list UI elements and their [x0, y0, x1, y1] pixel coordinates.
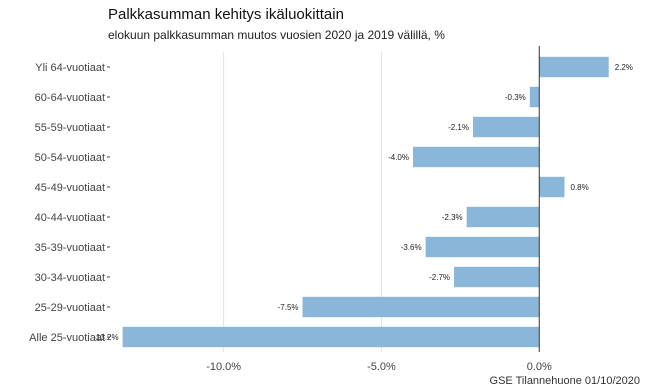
y-tick-label: Yli 64-vuotiaat: [35, 62, 105, 74]
x-tick-label: -5.0%: [367, 361, 396, 373]
y-tick-label: Alle 25-vuotiaat: [29, 332, 105, 344]
data-label: -13.2%: [93, 333, 118, 342]
x-tick-label: -10.0%: [206, 361, 241, 373]
data-label: -0.3%: [505, 93, 526, 102]
chart-subtitle: elokuun palkkasumman muutos vuosien 2020…: [108, 28, 445, 42]
data-label: -2.3%: [442, 213, 463, 222]
data-label: -2.1%: [448, 123, 469, 132]
y-tick-label: 30-34-vuotiaat: [35, 272, 105, 284]
bar: [425, 236, 540, 258]
y-tick-label: 50-54-vuotiaat: [35, 152, 105, 164]
y-tick-label: 45-49-vuotiaat: [35, 182, 105, 194]
x-tick-label: 0.0%: [527, 361, 552, 373]
data-label: 0.8%: [571, 183, 589, 192]
y-tick-label: 55-59-vuotiaat: [35, 122, 105, 134]
data-label: -7.5%: [278, 303, 299, 312]
bar: [529, 86, 540, 108]
bar-layer: [122, 56, 609, 348]
y-tick-label: 40-44-vuotiaat: [35, 212, 105, 224]
bar: [472, 116, 540, 138]
data-label: -2.7%: [429, 273, 450, 282]
data-label: 2.2%: [615, 63, 633, 72]
bar: [302, 296, 540, 318]
bar: [413, 146, 540, 168]
label-layer: 2.2% -0.3% -2.1% -4.0% 0.8% -2.3% -3.6% -2.7% -7…: [93, 63, 633, 342]
bar: [539, 176, 565, 198]
bar: [454, 266, 540, 288]
y-tick-label: 60-64-vuotiaat: [35, 92, 105, 104]
data-label: -4.0%: [388, 153, 409, 162]
chart-title: Palkkasumman kehitys ikäluokittain: [108, 6, 344, 23]
chart-caption: GSE Tilannehuone 01/10/2020: [489, 375, 640, 387]
y-tick-label: 35-39-vuotiaat: [35, 242, 105, 254]
axis-layer: -10.0% -5.0% 0.0% Yli 64-vuotiaat 60-64-vuot…: [29, 46, 552, 373]
data-label: -3.6%: [401, 243, 422, 252]
bar: [466, 206, 540, 228]
y-tick-label: 25-29-vuotiaat: [35, 302, 105, 314]
bar: [122, 326, 540, 348]
bar: [539, 56, 609, 78]
